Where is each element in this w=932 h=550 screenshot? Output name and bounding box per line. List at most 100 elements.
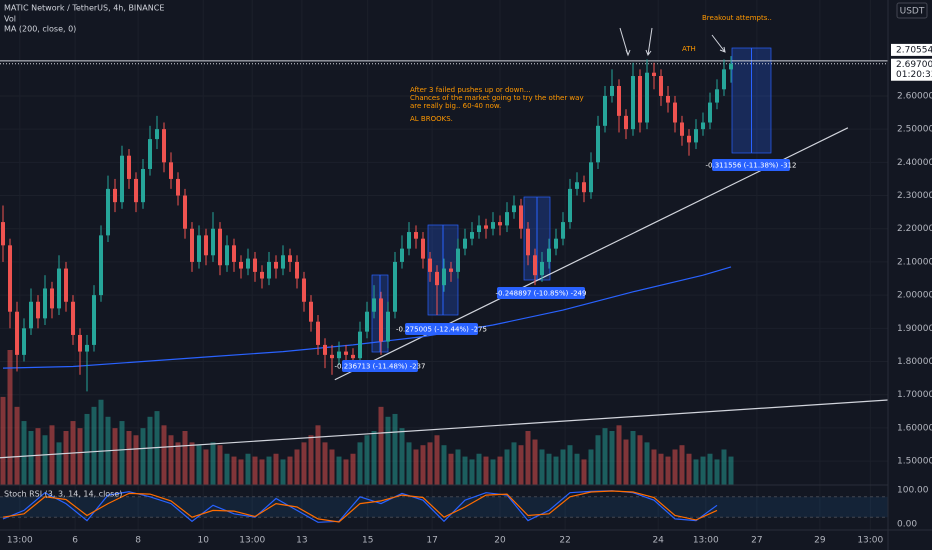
- currency: USDT: [900, 7, 925, 17]
- annotation: Breakout attempts..: [702, 14, 772, 22]
- volume-bar: [623, 439, 629, 485]
- volume-bar: [476, 453, 482, 485]
- candle-body: [469, 232, 474, 239]
- candle-body: [316, 321, 321, 345]
- candle-body: [1, 222, 6, 246]
- candle-body: [148, 139, 153, 169]
- candle-body: [546, 248, 551, 262]
- candle-body: [169, 162, 174, 179]
- candle-body: [15, 311, 20, 355]
- candle-body: [260, 271, 265, 279]
- candle-body: [190, 228, 195, 262]
- candle-body: [602, 95, 607, 126]
- candle-body: [225, 245, 230, 266]
- x-tick-label: 17: [426, 536, 437, 546]
- candle-body: [8, 245, 13, 312]
- measure-label-box: [405, 323, 478, 335]
- x-tick-label: 13:00: [239, 536, 265, 546]
- volume-bar: [266, 456, 272, 485]
- volume-bar: [707, 453, 713, 485]
- measure-label: -0.275005 (-12.44%) -275: [396, 326, 487, 334]
- volume-bar: [252, 456, 258, 485]
- x-tick-label: 27: [751, 536, 762, 546]
- x-tick-label: 10: [197, 536, 209, 546]
- candle-body: [504, 212, 509, 226]
- measure-label: -0.248897 (-10.85%) -249: [496, 290, 587, 298]
- candle-body: [455, 248, 460, 272]
- candle-body: [623, 115, 628, 130]
- volume-bar: [462, 456, 468, 485]
- volume-bar: [413, 449, 419, 485]
- volume-bar: [728, 456, 734, 485]
- annotation: are really big.. 60-40 now.: [410, 102, 501, 110]
- candle-body: [43, 288, 48, 319]
- candle-body: [239, 261, 244, 269]
- candle-body: [435, 271, 440, 286]
- volume-bar: [196, 445, 202, 485]
- volume-bar: [35, 428, 41, 485]
- candle-body: [162, 129, 167, 163]
- x-tick-label: 13:00: [693, 536, 719, 546]
- volume-bar: [126, 431, 132, 485]
- countdown: 01:20:33: [896, 70, 932, 80]
- volume-bar: [329, 449, 335, 485]
- volume-bar: [217, 445, 223, 485]
- volume-bar: [385, 416, 391, 485]
- trendline: [0, 399, 889, 459]
- volume-bar: [665, 456, 671, 485]
- stoch-tick-label: 100.00: [897, 486, 929, 496]
- volume-bar: [56, 442, 62, 485]
- volume-bar: [448, 453, 454, 485]
- candle-body: [295, 261, 300, 279]
- volume-bar: [322, 442, 328, 485]
- candle-body: [407, 232, 412, 249]
- volume-bar: [273, 453, 279, 485]
- volume-bar: [406, 442, 412, 485]
- volume-bar: [42, 435, 48, 485]
- candle-body: [22, 328, 27, 355]
- volume-bar: [630, 431, 636, 485]
- x-tick-label: 13:00: [7, 536, 33, 546]
- candle-body: [581, 182, 586, 193]
- candle-body: [518, 205, 523, 229]
- candle-body: [323, 344, 328, 355]
- candle-body: [372, 298, 377, 312]
- volume-bar: [147, 416, 153, 485]
- volume-bar: [553, 456, 559, 485]
- ath-price-label: 2.705541: [896, 45, 932, 55]
- volume-bar: [469, 459, 475, 485]
- candle-body: [665, 95, 670, 103]
- candle-body: [442, 268, 446, 286]
- volume-bar: [378, 406, 384, 485]
- candle-body: [476, 225, 481, 233]
- candle-body: [637, 76, 642, 123]
- volume-bar: [161, 425, 167, 485]
- candle-body: [351, 354, 356, 359]
- measure-label-box: [712, 159, 790, 171]
- candle-body: [532, 255, 537, 276]
- currency-box[interactable]: [896, 2, 928, 19]
- annotation: After 3 failed pushes up or down...: [410, 86, 531, 94]
- volume-bar: [259, 459, 265, 485]
- candle-body: [490, 222, 495, 229]
- volume-bar: [497, 456, 503, 485]
- volume-bar: [245, 453, 251, 485]
- candle-body: [155, 129, 160, 140]
- volume-bar: [224, 453, 230, 485]
- volume-bar: [0, 396, 6, 485]
- x-tick-label: 6: [72, 536, 78, 546]
- candle-body: [483, 225, 488, 229]
- volume-bar: [357, 442, 363, 485]
- volume-bar: [679, 445, 685, 485]
- volume-bar: [350, 453, 356, 485]
- candle-body: [553, 238, 558, 249]
- volume-legend: Vol: [4, 15, 16, 24]
- candle-body: [414, 232, 419, 239]
- volume-bar: [588, 449, 594, 485]
- candle-body: [120, 155, 125, 203]
- volume-bar: [560, 449, 566, 485]
- candle-body: [218, 228, 223, 266]
- candle-body: [567, 188, 572, 223]
- candle-body: [274, 261, 279, 269]
